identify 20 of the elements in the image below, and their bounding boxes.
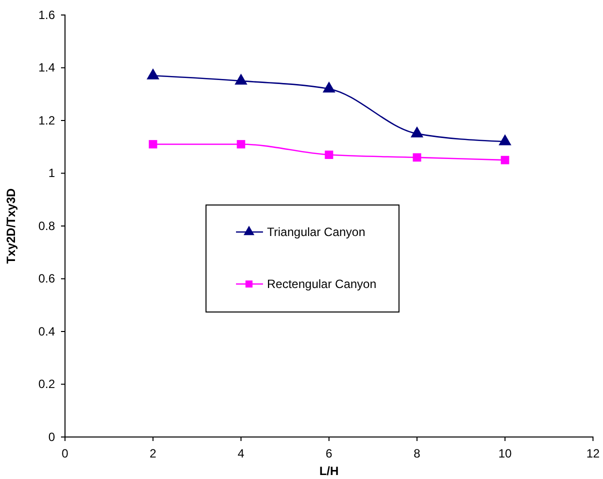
y-tick-label: 1	[48, 166, 56, 180]
x-tick-label: 2	[150, 446, 157, 461]
x-tick-label: 10	[498, 446, 512, 461]
x-tick-label: 6	[326, 446, 333, 461]
y-tick-label: 0.2	[38, 377, 56, 392]
x-tick-label: 0	[62, 446, 69, 461]
x-tick-label: 12	[586, 446, 600, 461]
y-tick-label: 0.8	[38, 218, 56, 233]
y-tick-label: 1.6	[38, 8, 56, 22]
x-tick-label: 8	[414, 446, 421, 461]
x-axis-title: L/H	[319, 464, 339, 478]
legend-label: Rectengular Canyon	[267, 277, 376, 291]
y-tick-label: 0.6	[38, 272, 56, 286]
legend-label: Triangular Canyon	[267, 225, 366, 239]
y-tick-label: 1.4	[38, 60, 56, 75]
y-tick-label: 0.4	[38, 324, 56, 338]
x-tick-label: 4	[238, 446, 245, 461]
y-tick-label: 1.2	[38, 113, 56, 128]
y-tick-label: 0	[48, 430, 56, 444]
y-axis-title: Txy2D/Txy3D	[4, 188, 18, 264]
